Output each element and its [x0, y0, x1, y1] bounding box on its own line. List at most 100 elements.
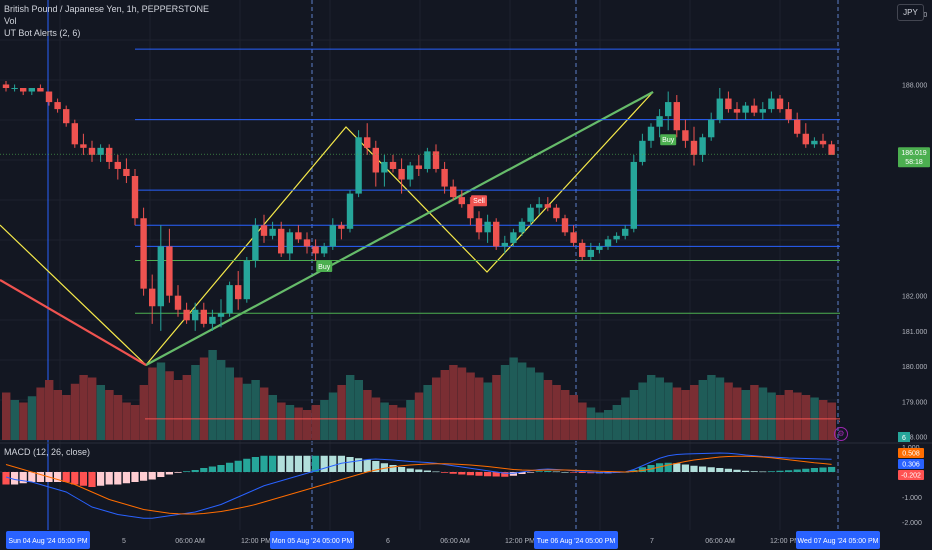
candle-body [544, 204, 551, 208]
volume-bar [182, 375, 191, 440]
volume-bar [320, 400, 329, 440]
time-cursor-badge [534, 531, 618, 549]
macd-histogram-bar [269, 455, 277, 472]
currency-button[interactable]: JPY [897, 4, 924, 21]
candle-body [45, 91, 53, 103]
volume-bar [165, 371, 174, 440]
macd-histogram-bar [776, 470, 784, 472]
time-tick: 06:00 AM [440, 538, 470, 545]
settings-icon[interactable]: ⚙ [834, 427, 848, 441]
macd-histogram-bar [724, 468, 732, 472]
candle-body [157, 246, 164, 307]
volume-bar [139, 385, 148, 440]
volume-bar [208, 350, 217, 440]
candle-body [28, 88, 35, 92]
time-tick: 12:00 PM [241, 538, 271, 545]
macd-histogram-bar [320, 455, 328, 472]
volume-bar [294, 407, 303, 440]
volume-bar [698, 380, 707, 440]
candle-body [131, 176, 139, 219]
candle-body [303, 239, 311, 247]
macd-histogram-bar [681, 464, 689, 472]
time-tick: 12:00 PM [770, 538, 800, 545]
macd-histogram-bar [200, 468, 208, 472]
candle-body [604, 239, 612, 247]
signal-label: Buy [318, 264, 331, 271]
volume-bar [2, 392, 11, 440]
volume-bar [380, 402, 389, 440]
volume-bar [715, 377, 725, 440]
macd-histogram-bar [148, 472, 156, 480]
candle-body [37, 88, 44, 92]
candle-body [510, 232, 517, 243]
macd-histogram-bar [122, 472, 130, 484]
macd-histogram-bar [131, 472, 139, 482]
macd-histogram-bar [389, 465, 397, 472]
signal-line [5, 455, 832, 515]
volume-bar [79, 375, 88, 440]
volume-bar [432, 377, 441, 440]
price-tick: 178.000 [902, 434, 927, 441]
macd-histogram-bar [561, 472, 569, 473]
macd-histogram-bar [372, 461, 380, 472]
macd-histogram-bar [501, 472, 509, 477]
macd-histogram-bar [449, 472, 457, 474]
volume-bar [27, 396, 37, 440]
volume-bar [234, 377, 243, 440]
macd-histogram-bar [36, 472, 44, 482]
candle-body [295, 232, 302, 240]
candle-body [467, 204, 474, 219]
candle-body [174, 295, 182, 310]
macd-histogram-bar [234, 460, 242, 472]
candle-body [742, 105, 749, 113]
volume-bar [148, 367, 157, 440]
volume-bar [552, 385, 561, 440]
candle-body [63, 109, 70, 124]
candle-body [768, 98, 775, 110]
volume-bar [354, 380, 363, 440]
volume-bar [707, 375, 716, 440]
macd-value-tag [898, 459, 924, 469]
macd-histogram-bar [165, 472, 173, 475]
macd-histogram-bar [544, 471, 552, 472]
volume-bar [19, 402, 28, 440]
time-tick: 12:00 PM [505, 538, 535, 545]
time-tick: 06:00 AM [175, 538, 205, 545]
candle-body [441, 168, 448, 187]
candle-body [501, 242, 508, 247]
volume-bar [337, 385, 346, 440]
candle-body [2, 84, 10, 88]
volume-bar [156, 362, 166, 440]
macd-histogram-bar [88, 472, 96, 487]
volume-bar [303, 410, 312, 440]
macd-histogram-bar [458, 472, 466, 475]
macd-histogram-bar [174, 472, 182, 473]
candle-body [570, 232, 577, 243]
volume-bar [242, 383, 252, 440]
volume-bar [406, 400, 415, 440]
volume-bar [647, 375, 656, 440]
volume-bar [776, 395, 785, 440]
volume-bar [784, 390, 793, 440]
candle-body [346, 193, 354, 229]
volume-bar [414, 392, 424, 440]
volume-legend: Vol [4, 16, 17, 26]
volume-bar [328, 392, 338, 440]
volume-bar [604, 410, 613, 440]
volume-bar [191, 365, 200, 440]
candle-body [656, 116, 663, 127]
time-tick: 6 [386, 538, 390, 545]
macd-histogram-bar [415, 469, 423, 472]
volume-bar [199, 357, 209, 440]
macd-histogram-bar [750, 471, 758, 472]
macd-histogram-bar [716, 468, 724, 472]
volume-bar [612, 405, 621, 440]
price-tick: 180.000 [902, 364, 927, 371]
candle-body [71, 123, 78, 145]
macd-histogram-bar [260, 455, 268, 472]
candle-body [97, 147, 104, 155]
candle-body [682, 130, 689, 141]
signal-label: Buy [662, 137, 675, 144]
candle-body [639, 140, 646, 162]
